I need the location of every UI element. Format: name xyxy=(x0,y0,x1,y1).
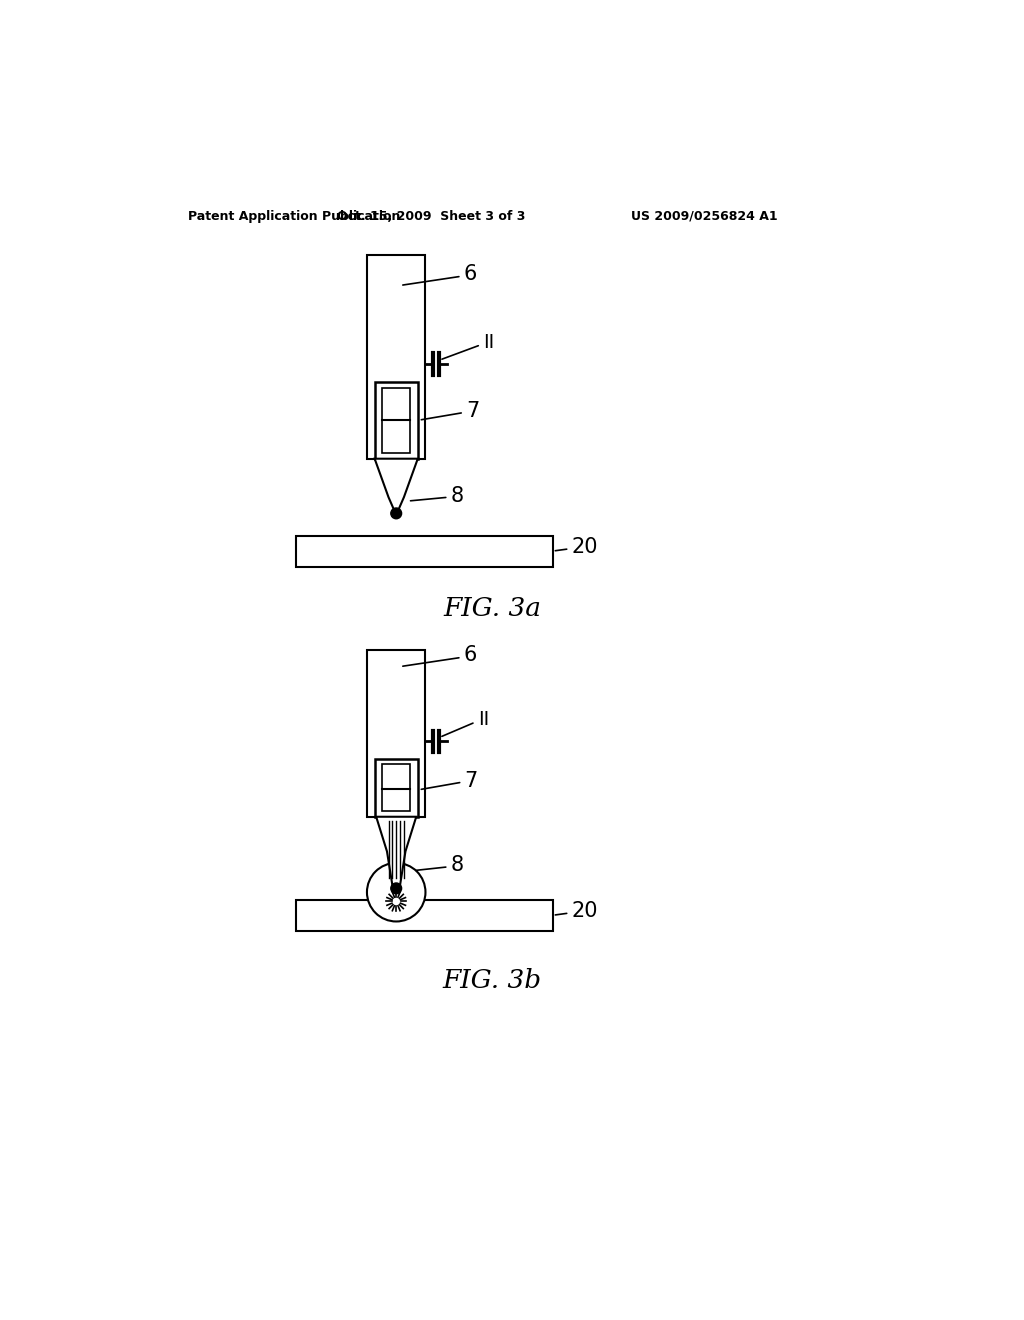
Bar xyxy=(367,649,425,817)
Text: II: II xyxy=(483,333,495,352)
Text: 7: 7 xyxy=(465,771,478,791)
Bar xyxy=(367,255,425,459)
Bar xyxy=(296,900,553,931)
Bar xyxy=(375,759,418,817)
Text: FIG. 3a: FIG. 3a xyxy=(443,597,542,622)
Text: Patent Application Publication: Patent Application Publication xyxy=(188,210,400,223)
Bar xyxy=(382,388,410,453)
Text: 20: 20 xyxy=(571,537,598,557)
Text: US 2009/0256824 A1: US 2009/0256824 A1 xyxy=(631,210,777,223)
Circle shape xyxy=(391,508,401,519)
Text: 6: 6 xyxy=(464,645,477,665)
Polygon shape xyxy=(375,459,418,515)
Text: 7: 7 xyxy=(466,401,479,421)
Text: II: II xyxy=(478,710,489,729)
Text: 8: 8 xyxy=(451,855,464,875)
Text: 8: 8 xyxy=(451,486,464,506)
Circle shape xyxy=(367,863,425,921)
Text: Oct. 15, 2009  Sheet 3 of 3: Oct. 15, 2009 Sheet 3 of 3 xyxy=(337,210,525,223)
Text: 6: 6 xyxy=(464,264,477,284)
Bar xyxy=(375,381,418,459)
Polygon shape xyxy=(376,817,416,890)
Bar xyxy=(382,764,410,812)
Text: 20: 20 xyxy=(571,902,598,921)
Text: FIG. 3b: FIG. 3b xyxy=(443,969,542,993)
Bar xyxy=(296,536,553,566)
Circle shape xyxy=(391,883,401,894)
